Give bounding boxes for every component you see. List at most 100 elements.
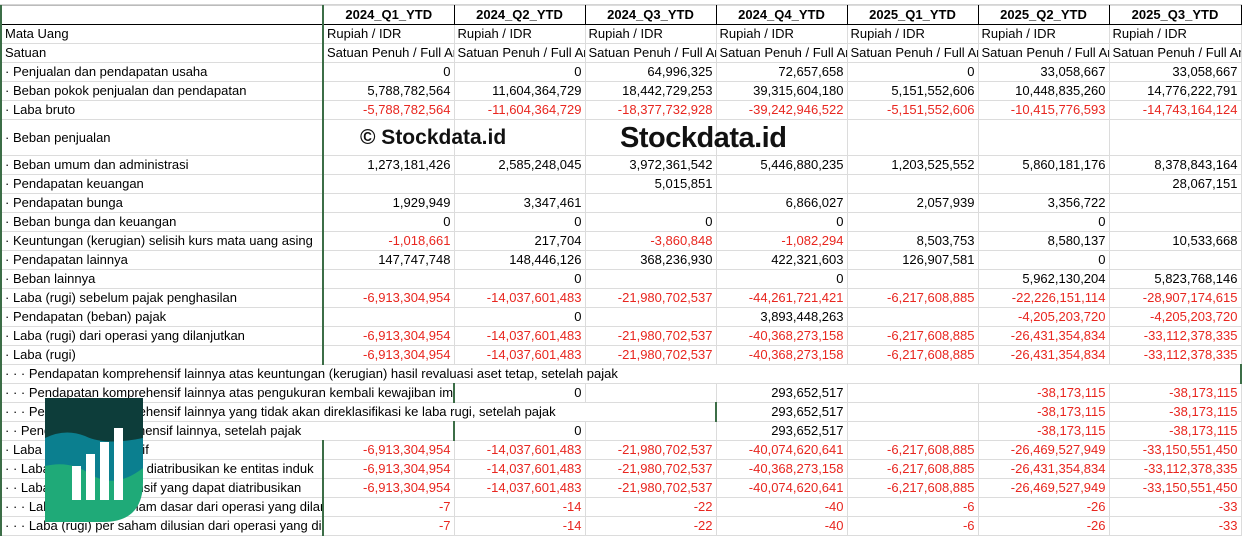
value-cell[interactable]: -1,018,661 <box>322 231 455 251</box>
value-cell[interactable]: 0 <box>453 62 586 82</box>
meta-cell[interactable]: Satuan Penuh / Full Amount <box>584 43 717 63</box>
row-label[interactable]: · Beban lainnya <box>0 269 324 289</box>
value-cell[interactable]: -14,037,601,483 <box>453 345 586 365</box>
value-cell[interactable] <box>846 119 979 156</box>
value-cell[interactable]: -6 <box>846 516 979 536</box>
value-cell[interactable]: 0 <box>977 250 1110 270</box>
meta-cell[interactable]: Satuan Penuh / Full Amount <box>453 43 586 63</box>
value-cell[interactable]: -21,980,702,537 <box>584 440 717 460</box>
value-cell[interactable]: -6,913,304,954 <box>322 478 455 498</box>
value-cell[interactable]: -26,431,354,834 <box>977 326 1110 346</box>
value-cell[interactable]: -38,173,115 <box>1108 402 1242 422</box>
value-cell[interactable]: -38,173,115 <box>977 383 1110 403</box>
value-cell[interactable]: -33,112,378,335 <box>1108 459 1242 479</box>
value-cell[interactable]: -14 <box>453 516 586 536</box>
column-header-2025_q1_ytd[interactable]: 2025_Q1_YTD <box>846 5 979 25</box>
value-cell[interactable]: -40,074,620,641 <box>715 440 848 460</box>
value-cell[interactable]: -6 <box>846 497 979 517</box>
value-cell[interactable]: -40,074,620,641 <box>715 478 848 498</box>
value-cell[interactable]: -40,368,273,158 <box>715 326 848 346</box>
value-cell[interactable]: 293,652,517 <box>715 383 848 403</box>
value-cell[interactable] <box>977 119 1110 156</box>
value-cell[interactable] <box>322 119 455 156</box>
value-cell[interactable] <box>322 269 455 289</box>
column-header-2024_q3_ytd[interactable]: 2024_Q3_YTD <box>584 5 717 25</box>
value-cell[interactable]: -1,082,294 <box>715 231 848 251</box>
value-cell[interactable]: -33,150,551,450 <box>1108 478 1242 498</box>
meta-cell[interactable]: Satuan Penuh / Full Amount <box>322 43 455 63</box>
row-label[interactable]: · Laba (rugi) dari operasi yang dilanjut… <box>0 326 324 346</box>
row-label[interactable]: · Laba rugi komprehensif <box>0 440 324 460</box>
value-cell[interactable]: 10,448,835,260 <box>977 81 1110 101</box>
value-cell[interactable]: -14,037,601,483 <box>453 478 586 498</box>
value-cell[interactable] <box>715 174 848 194</box>
column-header-2025_q3_ytd[interactable]: 2025_Q3_YTD <box>1108 5 1242 25</box>
value-cell[interactable]: 64,996,325 <box>584 62 717 82</box>
meta-cell[interactable]: Rupiah / IDR <box>453 24 586 44</box>
value-cell[interactable]: -4,205,203,720 <box>1108 307 1242 327</box>
value-cell[interactable]: -6,217,608,885 <box>846 326 979 346</box>
row-label[interactable]: · Beban penjualan <box>0 119 324 156</box>
value-cell[interactable]: -6,217,608,885 <box>846 478 979 498</box>
value-cell[interactable]: 147,747,748 <box>322 250 455 270</box>
row-label[interactable]: · Keuntungan (kerugian) selisih kurs mat… <box>0 231 324 251</box>
value-cell[interactable]: 0 <box>715 269 848 289</box>
value-cell[interactable]: -38,173,115 <box>977 421 1110 441</box>
row-label[interactable]: · · · Pendapatan komprehensif lainnya at… <box>0 383 455 403</box>
value-cell[interactable]: -6,217,608,885 <box>846 440 979 460</box>
row-label[interactable]: · Pendapatan lainnya <box>0 250 324 270</box>
value-cell[interactable] <box>1108 212 1242 232</box>
value-cell[interactable]: 5,446,880,235 <box>715 155 848 175</box>
value-cell[interactable]: 8,503,753 <box>846 231 979 251</box>
value-cell[interactable]: -6,913,304,954 <box>322 459 455 479</box>
row-label[interactable]: · Pendapatan keuangan <box>0 174 324 194</box>
value-cell[interactable]: 5,823,768,146 <box>1108 269 1242 289</box>
value-cell[interactable]: -39,242,946,522 <box>715 100 848 120</box>
value-cell[interactable]: -40,368,273,158 <box>715 459 848 479</box>
value-cell[interactable]: -44,261,721,421 <box>715 288 848 308</box>
value-cell[interactable] <box>1108 193 1242 213</box>
value-cell[interactable]: -4,205,203,720 <box>977 307 1110 327</box>
value-cell[interactable]: 5,151,552,606 <box>846 81 979 101</box>
meta-label[interactable]: Satuan <box>0 43 324 63</box>
value-cell[interactable]: -38,173,115 <box>1108 421 1242 441</box>
value-cell[interactable]: -26 <box>977 516 1110 536</box>
meta-cell[interactable]: Rupiah / IDR <box>584 24 717 44</box>
value-cell[interactable]: -26,469,527,949 <box>977 478 1110 498</box>
value-cell[interactable]: -21,980,702,537 <box>584 345 717 365</box>
value-cell[interactable]: 6,866,027 <box>715 193 848 213</box>
value-cell[interactable]: 0 <box>322 62 455 82</box>
value-cell[interactable] <box>584 119 717 156</box>
value-cell[interactable] <box>584 269 717 289</box>
value-cell[interactable]: 14,776,222,791 <box>1108 81 1242 101</box>
value-cell[interactable]: -40,368,273,158 <box>715 345 848 365</box>
value-cell[interactable]: 293,652,517 <box>715 421 848 441</box>
value-cell[interactable]: 5,788,782,564 <box>322 81 455 101</box>
value-cell[interactable]: -10,415,776,593 <box>977 100 1110 120</box>
value-cell[interactable]: 1,273,181,426 <box>322 155 455 175</box>
value-cell[interactable]: -18,377,732,928 <box>584 100 717 120</box>
value-cell[interactable]: 5,962,130,204 <box>977 269 1110 289</box>
value-cell[interactable]: -22 <box>584 497 717 517</box>
row-label[interactable]: · · · Pendapatan komprehensif lainnya at… <box>0 364 1242 384</box>
value-cell[interactable]: -38,173,115 <box>977 402 1110 422</box>
value-cell[interactable]: -33,112,378,335 <box>1108 345 1242 365</box>
value-cell[interactable]: -11,604,364,729 <box>453 100 586 120</box>
value-cell[interactable]: 0 <box>584 212 717 232</box>
value-cell[interactable]: -28,907,174,615 <box>1108 288 1242 308</box>
value-cell[interactable]: 3,356,722 <box>977 193 1110 213</box>
value-cell[interactable]: 39,315,604,180 <box>715 81 848 101</box>
value-cell[interactable]: 2,585,248,045 <box>453 155 586 175</box>
value-cell[interactable]: -22 <box>584 516 717 536</box>
value-cell[interactable]: -5,151,552,606 <box>846 100 979 120</box>
meta-cell[interactable]: Satuan Penuh / Full Amount <box>1108 43 1242 63</box>
column-header-2025_q2_ytd[interactable]: 2025_Q2_YTD <box>977 5 1110 25</box>
value-cell[interactable] <box>453 119 586 156</box>
value-cell[interactable]: 33,058,667 <box>1108 62 1242 82</box>
row-label[interactable]: · · · Laba (rugi) per saham dilusian dar… <box>0 516 324 536</box>
value-cell[interactable]: 5,015,851 <box>584 174 717 194</box>
value-cell[interactable]: 1,929,949 <box>322 193 455 213</box>
meta-cell[interactable]: Rupiah / IDR <box>846 24 979 44</box>
column-header-2024_q1_ytd[interactable]: 2024_Q1_YTD <box>322 5 455 25</box>
value-cell[interactable] <box>846 174 979 194</box>
